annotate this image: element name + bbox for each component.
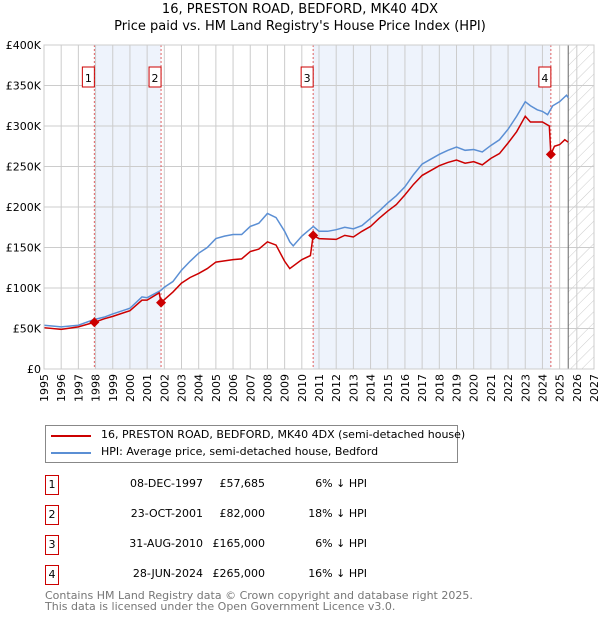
chart-subtitle: Price paid vs. HM Land Registry's House … [114, 19, 486, 34]
chart-title: 16, PRESTON ROAD, BEDFORD, MK40 4DX [161, 2, 439, 17]
y-tick-label: £0 [27, 363, 41, 376]
y-tick-label: £250K [6, 161, 42, 174]
x-tick-label: 2026 [571, 374, 584, 402]
x-tick-label: 2019 [451, 374, 464, 402]
footer: Contains HM Land Registry data © Crown c… [45, 590, 473, 612]
sale-marker-label: 1 [45, 475, 59, 495]
sale-marker-box [538, 66, 552, 88]
sale-marker-box [148, 66, 162, 88]
legend-label: HPI: Average price, semi-detached house,… [101, 445, 379, 458]
hpi-line [43, 94, 569, 328]
y-tick-label: £200K [6, 201, 42, 214]
sale-price: £165,000 [212, 537, 266, 550]
sale-row: 3 31-AUG-2010 £165,000 6% ↓ HPI [45, 535, 445, 555]
x-tick-label: 2004 [193, 374, 206, 402]
x-tick-label: 2005 [210, 374, 223, 402]
x-tick-label: 2017 [416, 374, 429, 402]
sale-row: 1 08-DEC-1997 £57,685 6% ↓ HPI [45, 475, 445, 495]
x-tick-label: 2016 [399, 374, 412, 402]
y-tick-label: £50K [13, 323, 42, 336]
x-tick-label: 2015 [382, 374, 395, 402]
sale-hpi-diff: 6% ↓ HPI [315, 477, 367, 490]
y-tick-label: £150K [6, 242, 42, 255]
x-tick-label: 2027 [588, 374, 600, 402]
x-tick-label: 1998 [90, 374, 103, 402]
x-tick-label: 2009 [279, 374, 292, 402]
x-tick-label: 2012 [330, 374, 343, 402]
x-tick-label: 2011 [313, 374, 326, 402]
x-tick-label: 2007 [244, 374, 257, 402]
sale-hpi-diff: 6% ↓ HPI [315, 537, 367, 550]
sale-row: 2 23-OCT-2001 £82,000 18% ↓ HPI [45, 505, 445, 525]
sale-marker-label: 2 [45, 505, 59, 525]
y-tick-label: £100K [6, 282, 42, 295]
x-tick-label: 2002 [158, 374, 171, 402]
sale-price: £57,685 [219, 477, 266, 490]
sale-marker-number: 1 [85, 72, 92, 85]
x-tick-label: 2020 [468, 374, 481, 402]
footer-line: Contains HM Land Registry data © Crown c… [45, 589, 473, 602]
y-tick-label: £350K [6, 80, 42, 93]
sale-date: 28-JUN-2024 [132, 567, 203, 580]
x-tick-label: 2021 [485, 374, 498, 402]
x-tick-label: 2008 [261, 374, 274, 402]
sale-marker-box [300, 66, 314, 88]
x-tick-label: 1996 [55, 374, 68, 402]
sale-marker-label: 4 [45, 565, 59, 585]
x-tick-label: 2024 [536, 374, 549, 402]
x-tick-label: 2025 [554, 374, 567, 402]
sale-hpi-diff: 16% ↓ HPI [308, 567, 367, 580]
x-tick-label: 2023 [519, 374, 532, 402]
x-tick-label: 2001 [141, 374, 154, 402]
legend-label: 16, PRESTON ROAD, BEDFORD, MK40 4DX (sem… [101, 428, 466, 441]
legend-swatch [51, 452, 91, 454]
sale-point [545, 149, 556, 160]
x-tick-label: 1999 [107, 374, 120, 402]
x-tick-label: 2014 [365, 374, 378, 402]
sale-marker-box [81, 66, 95, 88]
sale-marker-number: 4 [541, 72, 548, 85]
legend-swatch [51, 435, 91, 437]
y-tick-label: £400K [6, 39, 42, 52]
x-tick-label: 1997 [72, 374, 85, 402]
sale-marker-number: 3 [304, 72, 311, 85]
footer-line: This data is licensed under the Open Gov… [45, 600, 396, 613]
sale-price: £82,000 [219, 507, 266, 520]
sale-hpi-diff: 18% ↓ HPI [308, 507, 367, 520]
y-tick-label: £300K [6, 120, 42, 133]
sale-date: 08-DEC-1997 [129, 477, 203, 490]
sale-marker-label: 3 [45, 535, 59, 555]
sale-price: £265,000 [212, 567, 266, 580]
legend: 16, PRESTON ROAD, BEDFORD, MK40 4DX (sem… [45, 425, 465, 463]
x-tick-label: 2022 [502, 374, 515, 402]
sale-point [89, 317, 100, 328]
sale-marker-number: 2 [152, 72, 159, 85]
x-tick-label: 2010 [296, 374, 309, 402]
sale-row: 4 28-JUN-2024 £265,000 16% ↓ HPI [45, 565, 445, 585]
x-tick-label: 2003 [176, 374, 189, 402]
sale-point [156, 297, 167, 308]
sale-point [308, 230, 319, 241]
x-tick-label: 2018 [433, 374, 446, 402]
plot-border [43, 44, 595, 370]
x-tick-label: 2000 [124, 374, 137, 402]
x-tick-label: 2013 [347, 374, 360, 402]
sale-date: 23-OCT-2001 [130, 507, 203, 520]
x-tick-label: 1995 [38, 374, 51, 402]
sale-date: 31-AUG-2010 [129, 537, 203, 550]
plot-area: 1995 1996 1997 1998 1999 2000 2001 2002 2003 2004… [6, 39, 600, 402]
x-tick-label: 2006 [227, 374, 240, 402]
